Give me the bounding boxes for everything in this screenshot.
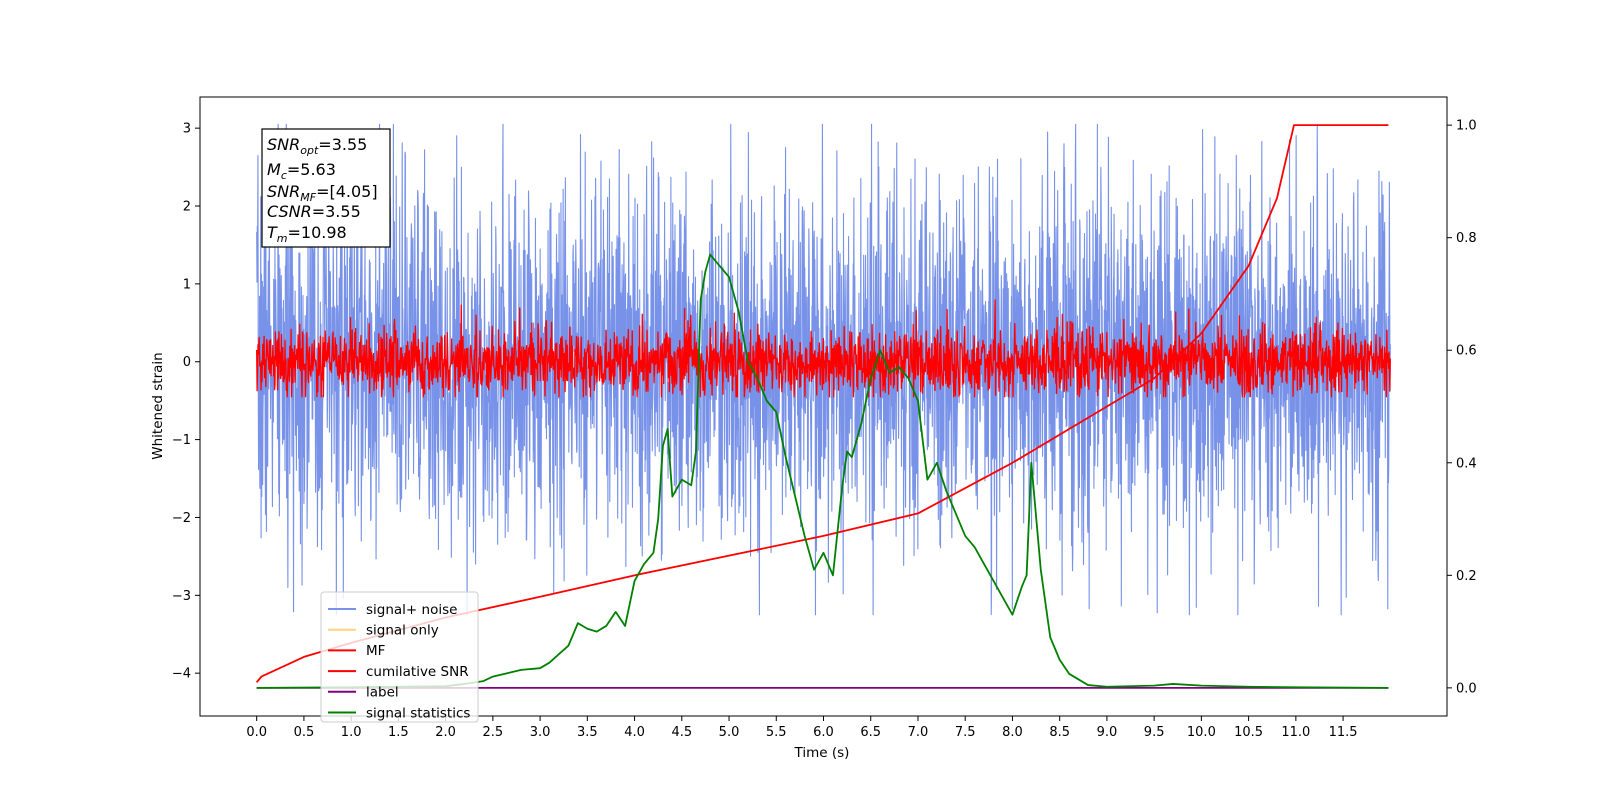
y-left-tick-label: −4 — [172, 667, 191, 682]
series-mf — [256, 299, 1391, 398]
y-left-tick-label: 0 — [183, 355, 191, 370]
stats-box-frame — [261, 128, 391, 248]
y-right-tick-label: 0.6 — [1456, 344, 1477, 359]
legend-label: MF — [366, 643, 385, 659]
stats-snr-opt: SNRopt=3.55 — [267, 135, 367, 157]
y-left-tick-label: −2 — [172, 511, 191, 526]
y-left-tick-label: 1 — [183, 277, 191, 292]
x-tick-label: 4.5 — [671, 725, 692, 740]
x-tick-label: 10.0 — [1187, 725, 1216, 740]
x-axis-label: Time (s) — [794, 745, 850, 761]
y-right-axis-ticks: 1.0 0.8 0.6 0.4 0.2 0.0 — [1447, 119, 1477, 696]
x-tick-label: 9.0 — [1097, 725, 1118, 740]
legend-label: signal statistics — [366, 705, 470, 721]
x-tick-label: 1.5 — [388, 725, 409, 740]
x-tick-label: 7.5 — [955, 725, 976, 740]
x-tick-label: 8.5 — [1049, 725, 1070, 740]
y-right-tick-label: 0.8 — [1456, 231, 1477, 246]
x-tick-label: 11.0 — [1281, 725, 1310, 740]
stats-snr-mf: SNRMF=[4.05] — [267, 182, 378, 204]
x-tick-label: 9.5 — [1144, 725, 1165, 740]
x-tick-label: 0.5 — [294, 725, 315, 740]
y-axis-label: Whitened strain — [150, 352, 166, 459]
x-tick-label: 3.0 — [530, 725, 551, 740]
y-left-tick-label: 2 — [183, 200, 191, 215]
x-tick-label: 5.5 — [766, 725, 787, 740]
series-signal-statistics — [256, 253, 1389, 689]
x-tick-label: 8.0 — [1002, 725, 1023, 740]
x-tick-label: 11.5 — [1329, 725, 1358, 740]
legend-frame — [320, 591, 479, 723]
x-tick-label: 3.5 — [577, 725, 598, 740]
legend-label: signal only — [366, 623, 439, 639]
x-tick-label: 10.5 — [1234, 725, 1263, 740]
x-tick-label: 5.0 — [719, 725, 740, 740]
legend: signal+ noise signal only MF cumilative SNR… — [320, 591, 479, 723]
y-left-axis-ticks: 3 2 1 0 −1 −2 −3 −4 — [172, 122, 200, 682]
y-left-tick-label: −1 — [172, 433, 191, 448]
y-right-tick-label: 0.4 — [1456, 456, 1477, 471]
x-tick-label: 0.0 — [246, 725, 267, 740]
x-tick-label: 7.0 — [908, 725, 929, 740]
x-tick-label: 6.0 — [813, 725, 834, 740]
legend-label: label — [366, 685, 399, 701]
y-right-tick-label: 1.0 — [1456, 119, 1477, 134]
legend-label: cumilative SNR — [366, 664, 469, 680]
y-right-tick-label: 0.2 — [1456, 569, 1477, 584]
x-tick-label: 1.0 — [341, 725, 362, 740]
x-tick-label: 2.5 — [483, 725, 504, 740]
stats-box: SNRopt=3.55 Mc=5.63 SNRMF=[4.05] CSNR=3.… — [261, 128, 391, 248]
y-left-tick-label: 3 — [183, 122, 191, 137]
stats-mc: Mc=5.63 — [267, 160, 336, 182]
legend-label: signal+ noise — [366, 602, 457, 618]
stats-tm: Tm=10.98 — [267, 223, 347, 245]
y-right-tick-label: 0.0 — [1456, 681, 1477, 696]
x-tick-label: 4.0 — [624, 725, 645, 740]
stats-csnr: CSNR=3.55 — [267, 202, 361, 221]
series-signal-noise — [256, 123, 1391, 616]
y-left-tick-label: −3 — [172, 589, 191, 604]
x-tick-label: 2.0 — [435, 725, 456, 740]
x-axis-ticks: 0.0 0.5 1.0 1.5 2.0 2.5 3.0 3.5 4.0 4.5 5.0 5.5 6.0 6… — [246, 716, 1358, 740]
x-tick-label: 6.5 — [860, 725, 881, 740]
